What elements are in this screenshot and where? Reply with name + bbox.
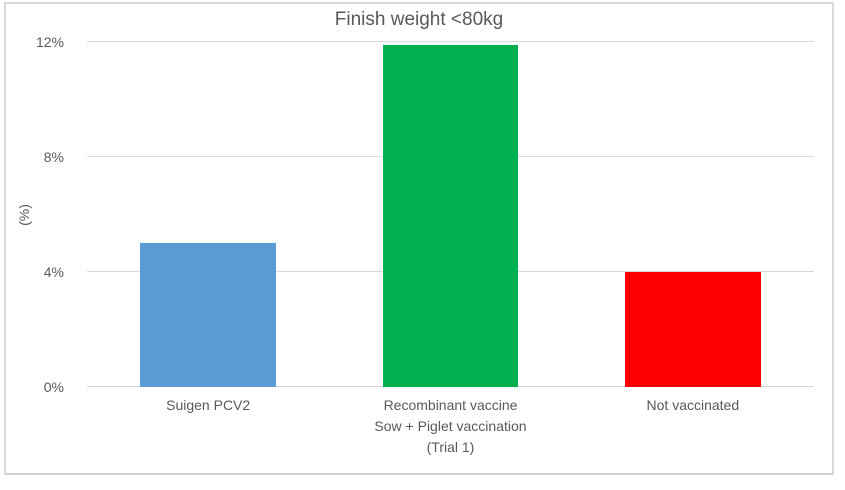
bar-slot-3 [572,42,814,387]
x-category-label-3: Not vaccinated [646,397,740,413]
y-tick-label-12: 12% [35,34,64,50]
bar-2 [382,44,519,387]
y-tick-label-0: 0% [43,379,64,395]
bar-1 [140,243,277,387]
y-axis-ticks: 0% 4% 8% 12% [6,35,64,394]
x-axis-labels: Suigen PCV2 Recombinant vaccine Sow + Pig… [87,395,814,458]
bar-slot-2 [329,42,571,387]
plot-area [87,41,814,387]
chart-title: Finish weight <80kg [334,9,504,30]
gridline-12 [87,41,814,42]
x-category-label-2: Recombinant vaccine Sow + Piglet vaccina… [374,397,527,455]
x-category-label-1: Suigen PCV2 [166,397,251,413]
bar-slot-1 [87,42,329,387]
chart-frame: Finish weight <80kg (%) 0% 4% 8% 12% Suigen… [4,2,834,475]
y-tick-label-8: 8% [43,149,64,165]
y-tick-label-4: 4% [43,264,64,280]
bar-3 [624,272,761,387]
